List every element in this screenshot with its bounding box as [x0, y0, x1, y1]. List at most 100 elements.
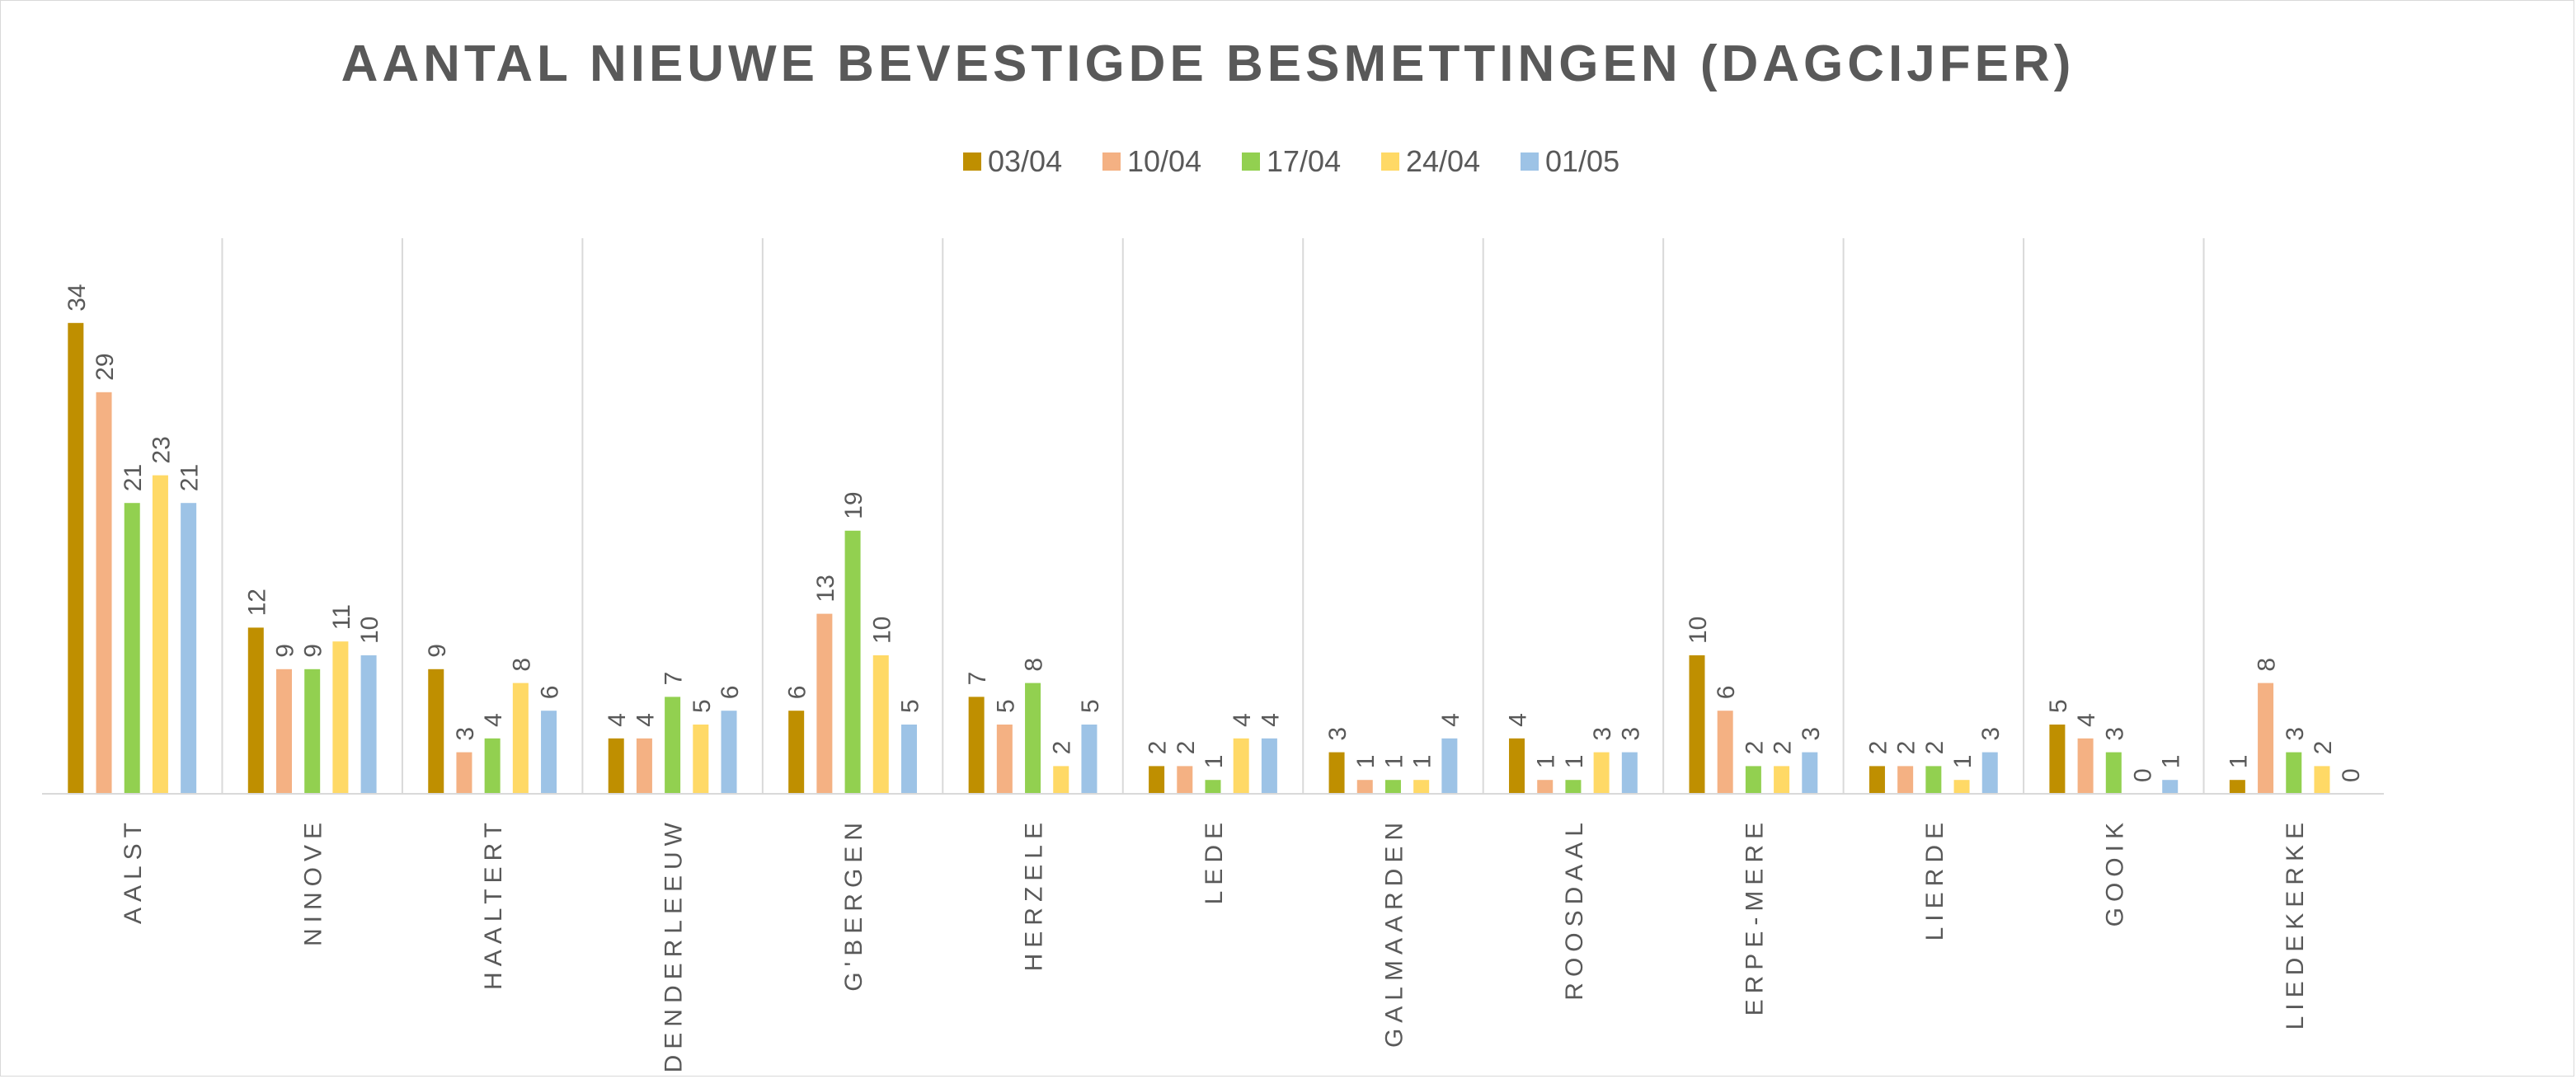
data-label: 7: [660, 672, 688, 686]
category-label: AALST: [120, 817, 147, 924]
bar: [1802, 752, 1818, 794]
data-label: 3: [1977, 727, 2005, 741]
bar: [2077, 738, 2094, 794]
data-label: 10: [1685, 617, 1712, 644]
bar: [1081, 725, 1098, 794]
data-label: 2: [1145, 741, 1172, 755]
bar: [68, 322, 84, 794]
data-label: 1: [1409, 755, 1436, 769]
data-label: 3: [2101, 727, 2128, 741]
category-label: ROOSDAAL: [1561, 817, 1588, 1001]
category-separators: [221, 238, 2205, 794]
bar: [1413, 780, 1430, 794]
data-label: 4: [1229, 713, 1256, 727]
data-label: 6: [1713, 686, 1740, 700]
data-label: 2: [1893, 741, 1920, 755]
data-label: 3: [1324, 727, 1351, 741]
data-label: 5: [689, 699, 716, 713]
category-label: HAALTERT: [480, 817, 507, 990]
category-label: G'BERGEN: [840, 817, 867, 992]
category-axis-labels: AALST NINOVE HAALTERT DENDERLEEUW G'BERGEN HE…: [120, 817, 2309, 1072]
bar: [1774, 766, 1790, 794]
bar: [788, 711, 805, 794]
legend-swatch: [1102, 152, 1121, 171]
bar: [721, 711, 737, 794]
data-label: 5: [1077, 699, 1104, 713]
data-label: 1: [2225, 755, 2252, 769]
bar: [2049, 725, 2066, 794]
data-label: 10: [356, 617, 383, 644]
data-label: 4: [604, 713, 631, 727]
bar: [872, 655, 889, 794]
data-label: 9: [271, 644, 298, 658]
data-label: 4: [1505, 713, 1532, 727]
bar: [1565, 780, 1582, 794]
legend-label: 10/04: [1127, 144, 1201, 178]
data-label: 2: [2310, 741, 2337, 755]
bar: [181, 503, 197, 794]
bar: [1689, 655, 1705, 794]
category-label: DENDERLEEUW: [660, 817, 688, 1072]
data-label: 6: [784, 686, 811, 700]
bar: [247, 627, 264, 794]
bar: [2229, 780, 2245, 794]
category-label: LEDE: [1201, 817, 1228, 904]
bar: [124, 503, 140, 794]
bar: [484, 738, 501, 794]
data-label: 5: [896, 699, 924, 713]
category-label: ERPE-MERE: [1741, 817, 1768, 1016]
bar: [1621, 752, 1638, 794]
data-label: 2: [1864, 741, 1892, 755]
bar: [275, 669, 292, 794]
legend-label: 01/05: [1545, 144, 1619, 178]
chart-legend: 03/04 10/04 17/04 24/04 01/05: [963, 144, 1619, 178]
data-label: 8: [508, 658, 535, 672]
data-label: 6: [537, 686, 564, 700]
bar: [360, 655, 377, 794]
data-label: 5: [2045, 699, 2072, 713]
bar: [1205, 780, 1221, 794]
bar: [332, 641, 349, 794]
data-label: 13: [812, 575, 839, 602]
bar: [636, 738, 652, 794]
data-label: 1: [1561, 755, 1588, 769]
data-label: 12: [243, 589, 270, 616]
bar: [1261, 738, 1277, 794]
data-label: 29: [92, 353, 119, 380]
bar: [1025, 683, 1041, 794]
data-label: 5: [992, 699, 1019, 713]
bar: [152, 475, 168, 794]
category-label: LIERDE: [1921, 817, 1948, 941]
bar: [2314, 766, 2330, 794]
data-label: 1: [1949, 755, 1977, 769]
data-label: 3: [452, 727, 479, 741]
bar: [1053, 766, 1069, 794]
bar: [1717, 711, 1733, 794]
data-label: 0: [2338, 768, 2365, 782]
bar: [428, 669, 444, 794]
data-label: 2: [1049, 741, 1076, 755]
data-label: 2: [1770, 741, 1797, 755]
bar: [541, 711, 557, 794]
data-label: 7: [964, 672, 991, 686]
legend-label: 03/04: [988, 144, 1062, 178]
bar: [665, 697, 681, 794]
data-label: 1: [1352, 755, 1380, 769]
data-label: 4: [1257, 713, 1284, 727]
category-label: HERZELE: [1021, 817, 1048, 971]
bar: [1593, 752, 1610, 794]
data-label: 3: [2282, 727, 2309, 741]
bar: [968, 697, 985, 794]
data-label: 21: [120, 464, 147, 491]
bar: [2258, 683, 2274, 794]
category-label: GALMAARDEN: [1380, 817, 1408, 1048]
bar: [1149, 766, 1165, 794]
bar: [512, 683, 529, 794]
bar: [693, 725, 709, 794]
data-label: 1: [2158, 755, 2185, 769]
data-label: 9: [300, 644, 327, 658]
data-label: 3: [1617, 727, 1644, 741]
data-label: 0: [2130, 768, 2157, 782]
bar: [1925, 766, 1942, 794]
